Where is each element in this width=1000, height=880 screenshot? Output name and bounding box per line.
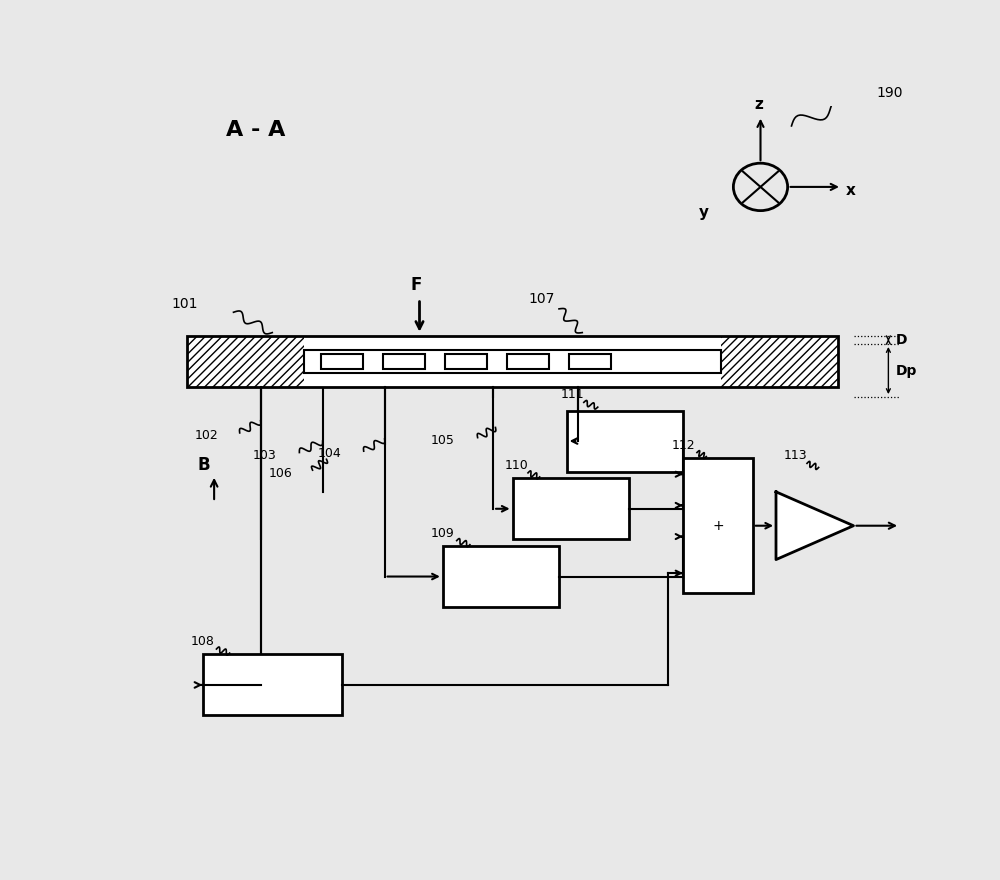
Bar <box>383 355 425 370</box>
Bar <box>187 336 838 387</box>
Text: 105: 105 <box>431 435 455 447</box>
Text: 108: 108 <box>191 635 215 648</box>
Text: A - A: A - A <box>226 120 285 140</box>
Text: D: D <box>896 333 908 347</box>
Text: 110: 110 <box>505 458 528 472</box>
Text: B: B <box>197 456 210 474</box>
Text: z: z <box>754 97 763 112</box>
Text: 104: 104 <box>317 446 341 459</box>
Text: x: x <box>846 183 856 198</box>
Polygon shape <box>776 492 854 560</box>
Text: 101: 101 <box>172 297 198 311</box>
Text: 112: 112 <box>671 439 695 452</box>
Bar <box>202 655 342 715</box>
Bar <box>445 355 487 370</box>
Bar <box>443 546 559 607</box>
Text: 107: 107 <box>528 292 554 306</box>
Text: +: + <box>712 518 724 532</box>
Bar <box>512 479 629 539</box>
Bar <box>321 355 363 370</box>
Bar <box>304 349 721 373</box>
Text: 102: 102 <box>195 429 218 442</box>
Text: 190: 190 <box>877 85 903 99</box>
Text: F: F <box>410 276 422 294</box>
Bar <box>187 336 304 387</box>
Text: y: y <box>698 205 708 220</box>
Text: 106: 106 <box>268 467 292 480</box>
Bar <box>683 458 753 593</box>
Text: 111: 111 <box>561 388 584 401</box>
Text: 109: 109 <box>431 526 455 539</box>
Bar <box>721 336 838 387</box>
Text: 113: 113 <box>784 450 807 462</box>
Text: 103: 103 <box>253 450 277 462</box>
Bar <box>507 355 549 370</box>
Text: Dp: Dp <box>896 363 918 378</box>
Bar <box>569 355 611 370</box>
Bar <box>567 410 683 472</box>
